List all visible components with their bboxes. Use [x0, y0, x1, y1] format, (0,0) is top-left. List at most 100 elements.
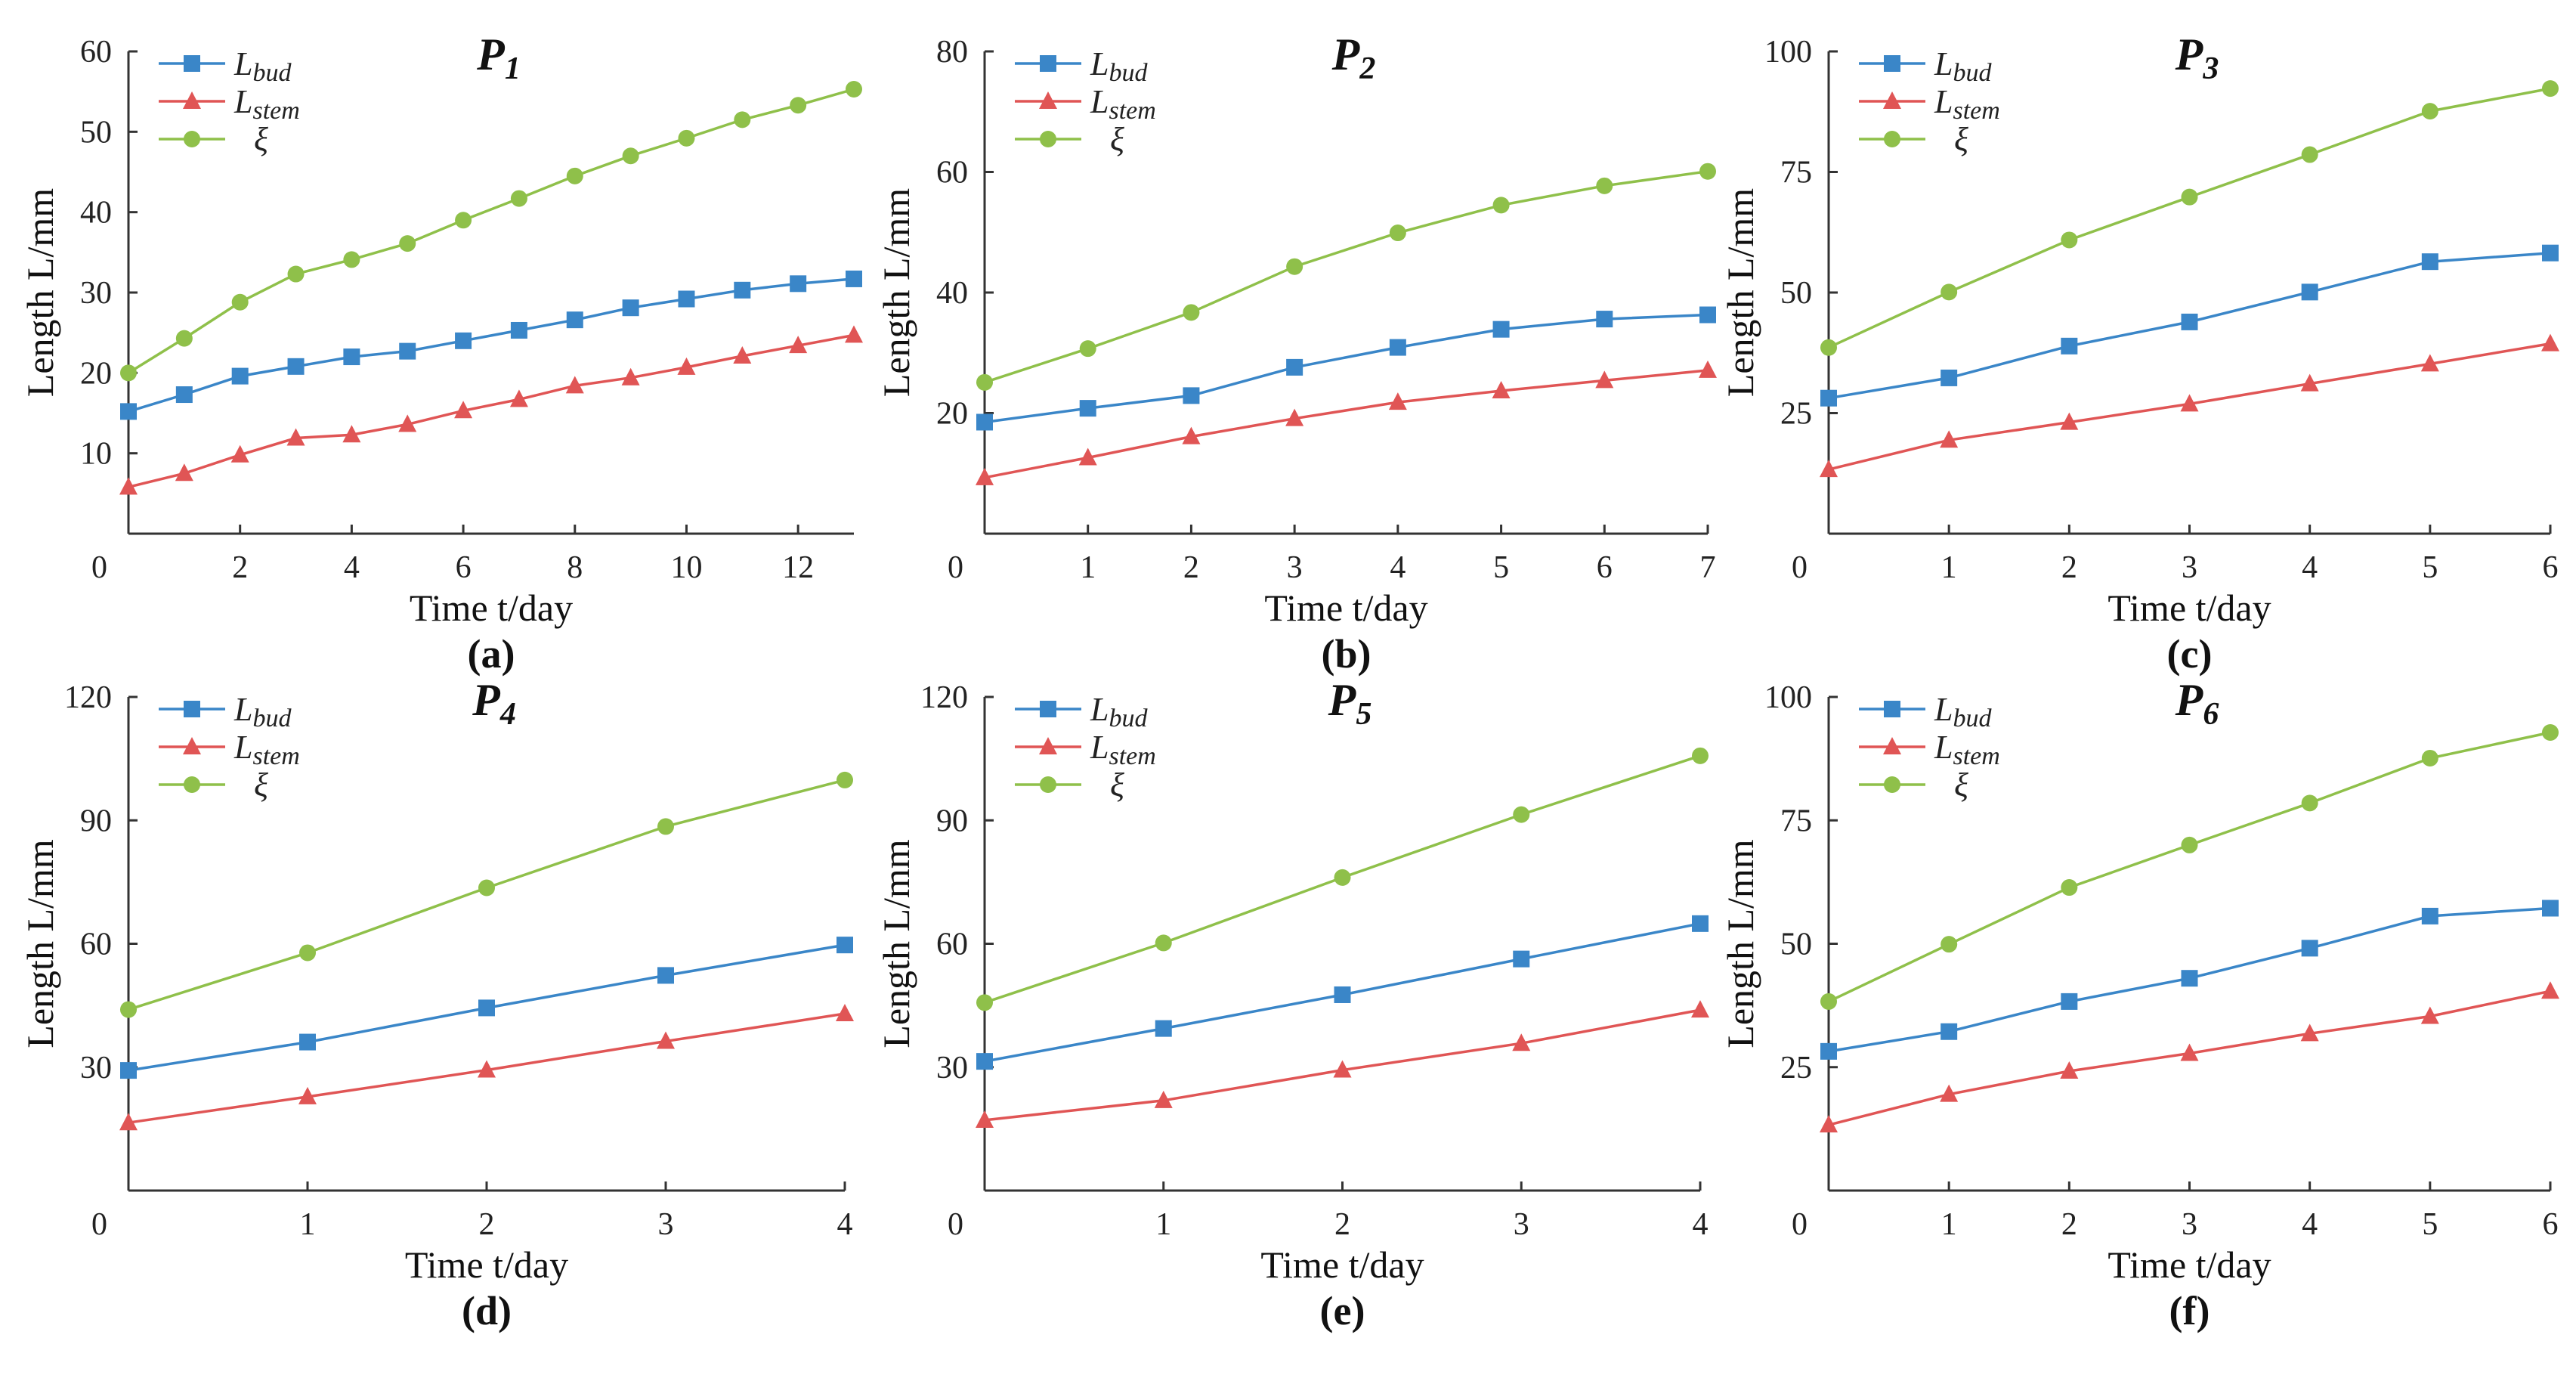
data-point — [299, 944, 316, 962]
y-tick-label: 100 — [1764, 680, 1812, 715]
series-line — [984, 169, 1709, 384]
data-point — [175, 463, 193, 482]
data-point — [1183, 387, 1200, 404]
x-tick-label: 4 — [1693, 1207, 1709, 1242]
data-point — [2542, 244, 2559, 262]
data-point — [2421, 907, 2438, 924]
y-tick-label: 75 — [1780, 804, 1812, 838]
data-point — [1334, 986, 1351, 1003]
data-point — [837, 937, 853, 954]
data-point — [1155, 1020, 1172, 1037]
series-l-stem — [1820, 333, 2559, 478]
data-point — [478, 879, 495, 897]
data-point — [1820, 1115, 1838, 1133]
data-point — [1155, 934, 1172, 952]
y-tick-label: 50 — [1780, 276, 1812, 311]
data-point — [1285, 408, 1304, 426]
series-l-stem — [976, 360, 1717, 485]
data-point — [1286, 258, 1303, 275]
data-point — [734, 281, 751, 299]
legend-marker — [1884, 701, 1900, 717]
series-l-bud — [1820, 900, 2559, 1060]
data-point — [1154, 1090, 1173, 1108]
data-point — [2301, 794, 2318, 812]
panel-title: P1 — [476, 29, 521, 86]
data-point — [120, 1001, 137, 1018]
legend-marker — [1884, 55, 1900, 72]
panel-label: (f) — [2169, 1288, 2210, 1333]
data-point — [2420, 1006, 2439, 1024]
data-point — [1389, 339, 1406, 356]
panel-title: P3 — [2175, 29, 2219, 86]
x-axis-label: Time t/day — [2107, 1243, 2271, 1286]
data-point — [1333, 1060, 1352, 1078]
data-point — [1699, 306, 1716, 324]
legend-marker — [1883, 737, 1901, 754]
data-point — [1079, 340, 1096, 358]
data-point — [2541, 333, 2559, 351]
data-point — [286, 428, 305, 446]
data-point — [976, 413, 993, 431]
data-point — [2061, 231, 2078, 249]
y-tick-label: 50 — [1780, 928, 1812, 962]
data-point — [845, 325, 863, 343]
data-point — [621, 367, 640, 386]
series-line — [1828, 731, 2551, 1003]
legend-label: Lstem — [1090, 83, 1156, 125]
legend-marker — [183, 737, 201, 754]
data-point — [837, 771, 853, 788]
x-tick-label: 2 — [2061, 1207, 2077, 1242]
y-tick-label: 40 — [80, 196, 112, 231]
data-point — [2541, 981, 2559, 999]
data-point — [1692, 915, 1709, 932]
data-point — [1820, 993, 1837, 1010]
data-point — [2181, 188, 2198, 206]
data-point — [1596, 177, 1613, 194]
data-point — [622, 147, 639, 165]
x-tick-label: 4 — [344, 550, 360, 585]
x-tick-label: 2 — [2061, 550, 2077, 585]
series-line — [984, 369, 1709, 479]
legend-marker — [1040, 776, 1056, 793]
y-tick-label: 30 — [80, 1051, 112, 1085]
y-tick-label: 75 — [1780, 156, 1812, 190]
panel-label: (e) — [1320, 1288, 1365, 1333]
data-point — [789, 336, 808, 354]
data-point — [1820, 339, 1837, 356]
data-point — [2421, 253, 2438, 271]
data-point — [342, 425, 361, 443]
y-tick-label: 20 — [80, 356, 112, 391]
data-point — [1940, 430, 1959, 448]
panel-f: 25 50 75 100 0 1 2 3 4 5 6 Time t/day Length L/mm (f)… — [1719, 675, 2559, 1333]
panel-a: 10 20 30 40 50 60 0 2 4 6 8 10 12 Time t/day Length L/… — [19, 29, 863, 677]
data-point — [2180, 1043, 2199, 1061]
data-point — [510, 321, 527, 339]
panel-b: 20 40 60 80 0 1 2 3 4 5 6 7 Time t/day Length L/mm (b)… — [875, 29, 1717, 677]
data-point — [2542, 900, 2559, 917]
x-tick-label: 2 — [1183, 550, 1199, 585]
y-tick-label: 120 — [64, 680, 112, 715]
x-tick-label: 3 — [2182, 1207, 2197, 1242]
y-tick-label: 20 — [936, 397, 968, 432]
y-tick-label: 90 — [936, 804, 968, 838]
data-point — [1820, 460, 1838, 478]
legend-label: Lstem — [1934, 83, 2000, 125]
panel-label: (c) — [2167, 631, 2213, 677]
x-tick-label: 3 — [1514, 1207, 1529, 1242]
legend-marker — [1039, 737, 1057, 754]
data-point — [2301, 940, 2318, 957]
data-point — [478, 999, 495, 1017]
data-point — [657, 818, 674, 835]
data-point — [566, 167, 583, 184]
legend-marker — [1040, 701, 1056, 717]
legend-label: Lbud — [1090, 691, 1148, 732]
y-tick-label: 25 — [1780, 397, 1812, 432]
x-axis-label: Time t/day — [1264, 587, 1427, 629]
data-point — [976, 467, 994, 485]
panel-c: 25 50 75 100 0 1 2 3 4 5 6 Time t/day Length L/mm (c)… — [1719, 29, 2559, 677]
data-point — [733, 346, 752, 364]
data-point — [398, 414, 417, 432]
